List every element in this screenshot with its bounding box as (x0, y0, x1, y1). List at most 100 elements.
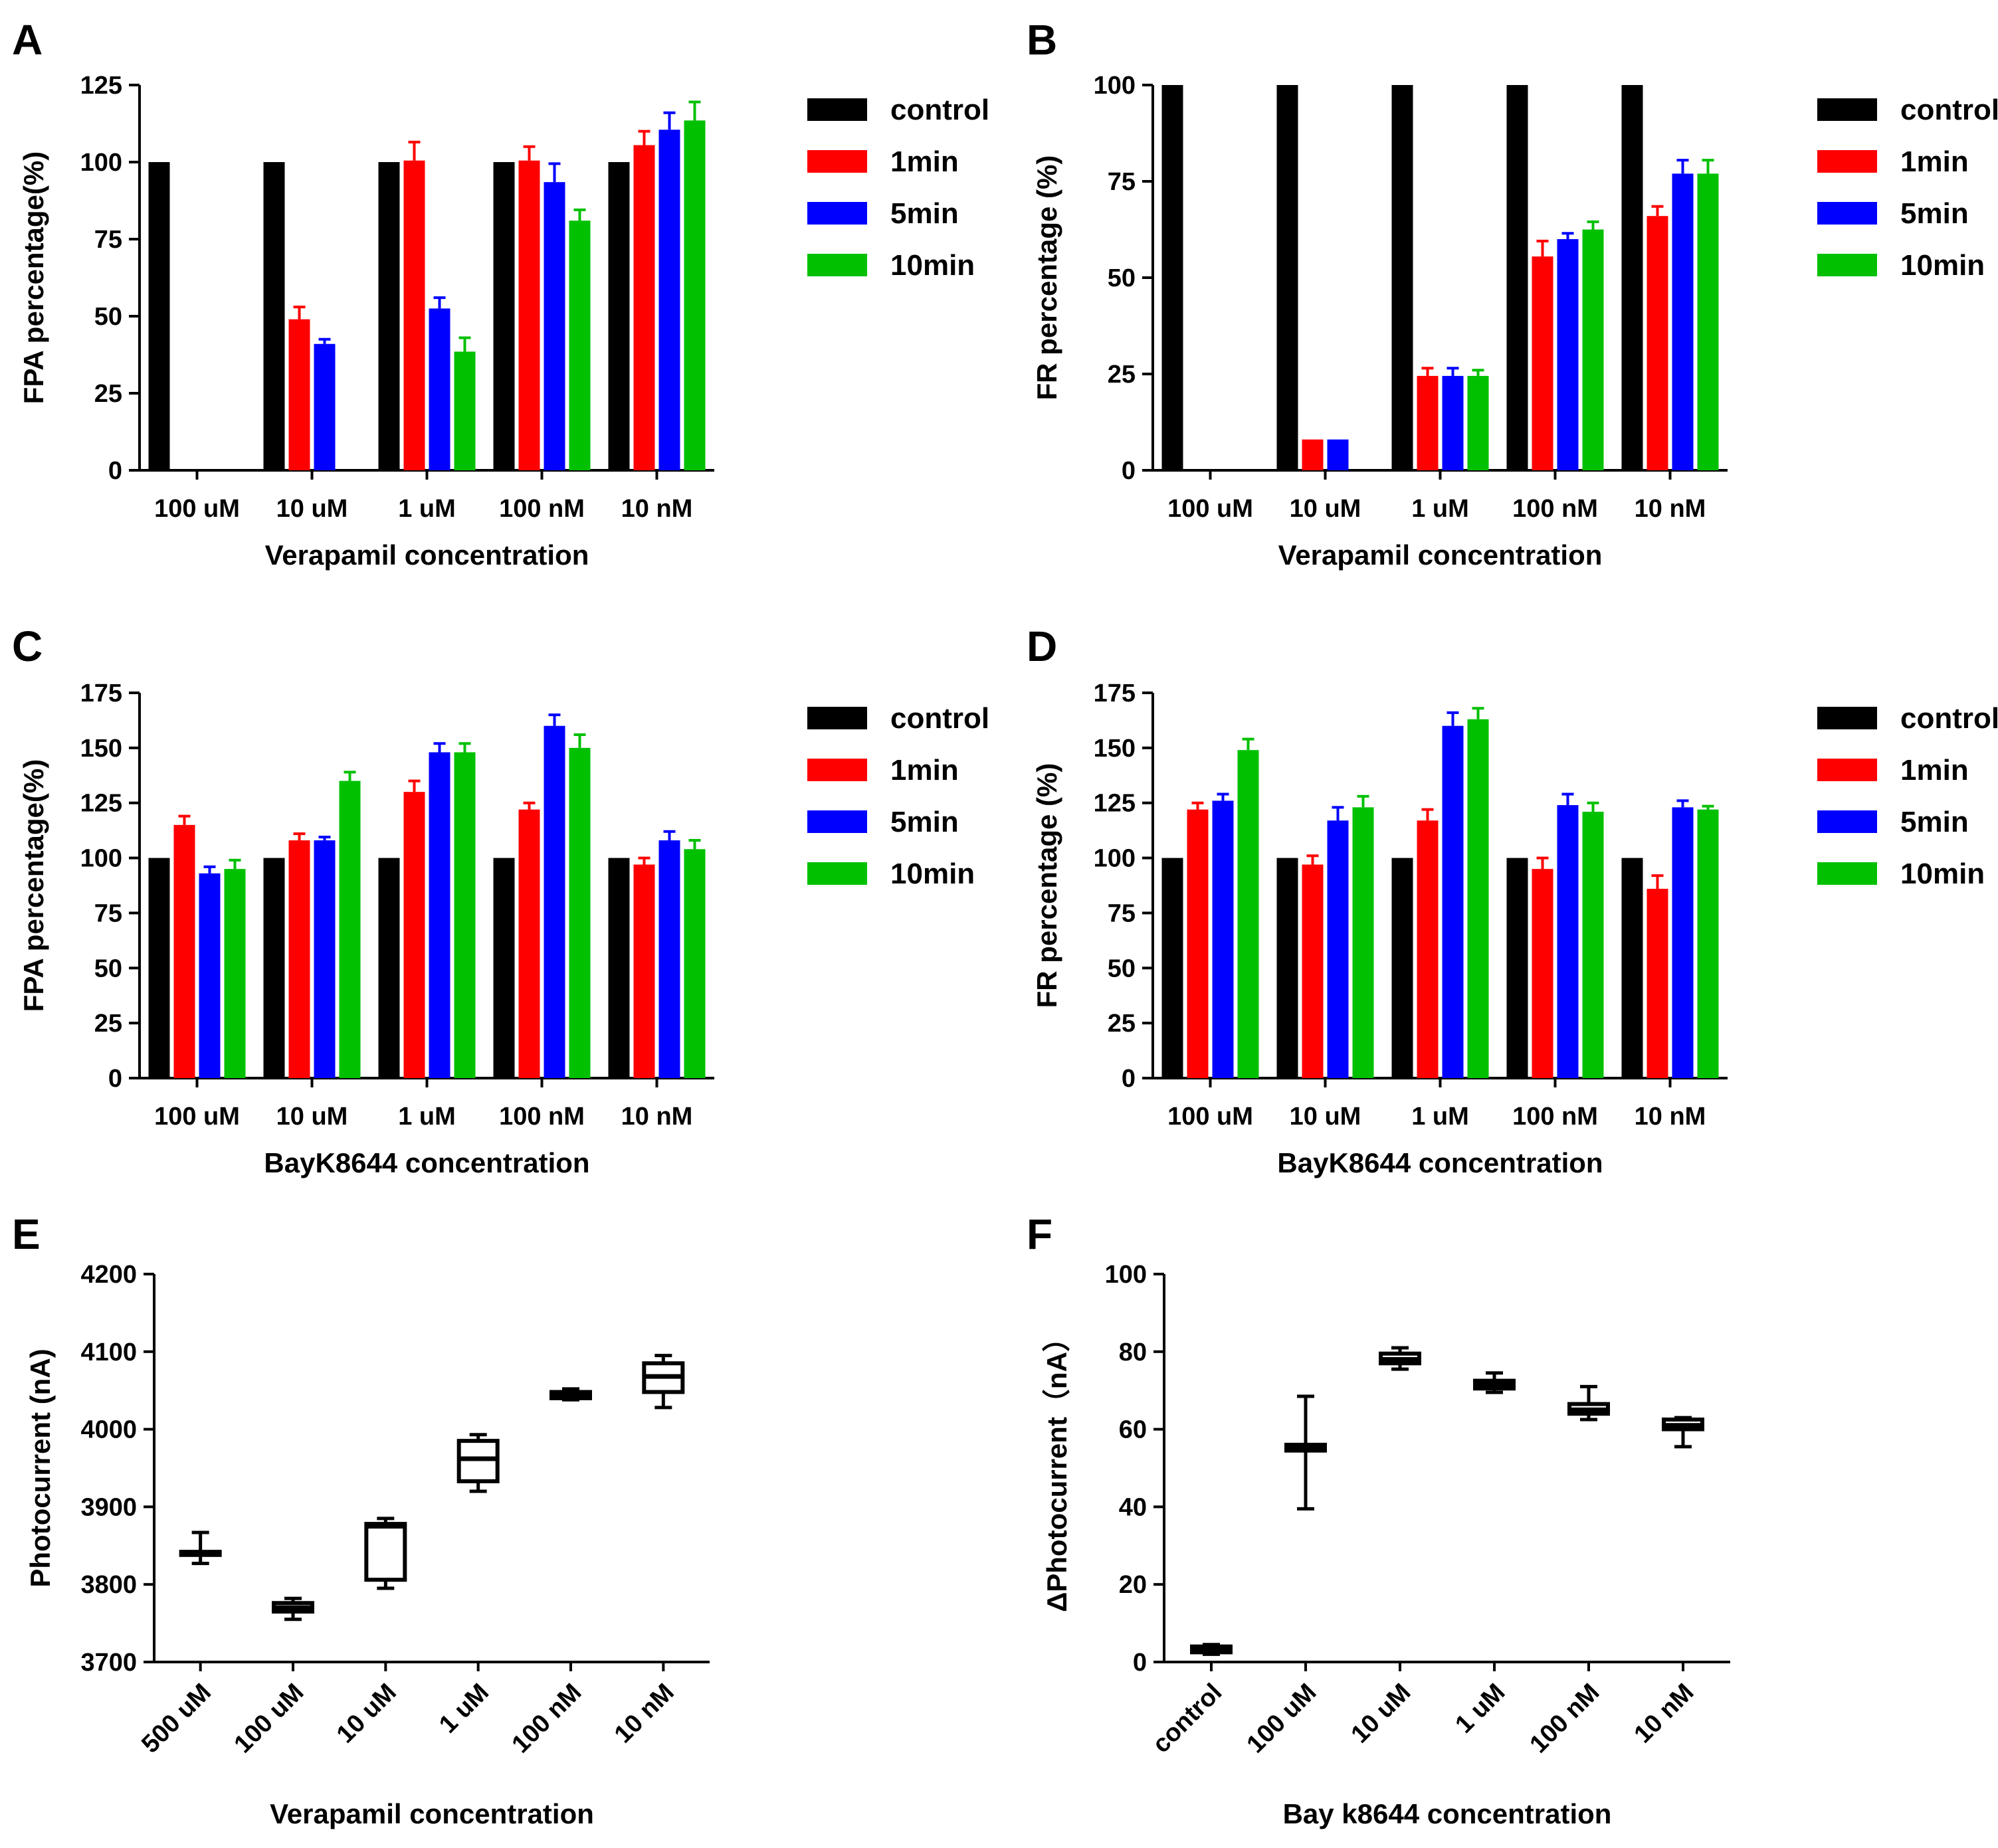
bar-1min-3 (518, 809, 540, 1078)
x-tick-label: 1 uM (398, 1103, 456, 1131)
bar-1min-0 (173, 824, 195, 1078)
bar-control-4 (608, 162, 630, 470)
legend-swatch-5min (807, 202, 867, 225)
legend-swatch-control (1817, 707, 1877, 729)
box-2 (364, 1522, 407, 1582)
y-tick-label: 75 (94, 899, 122, 927)
legend-swatch-1min (1817, 150, 1877, 173)
bar-control-1 (263, 858, 285, 1078)
bar-5min-4 (1672, 173, 1694, 470)
legend-swatch-control (807, 98, 867, 121)
legend-label-1min: 1min (1900, 754, 1969, 786)
y-tick-label: 25 (94, 380, 122, 408)
panel-c: C 0 25 50 75 100 125 150 175 FPA percentage(%) Bay… (12, 622, 989, 1178)
bar-5min-0 (1212, 800, 1234, 1078)
bar-1min-4 (1647, 888, 1668, 1078)
x-tick-label: 100 uM (1242, 1679, 1322, 1759)
bar-10min-4 (684, 120, 706, 471)
x-axis-title: Verapamil concentration (270, 1798, 594, 1829)
legend-label-control: control (1900, 94, 1998, 126)
x-tick-label: 10 nM (1629, 1679, 1700, 1749)
x-tick-label: 10 uM (1290, 1103, 1361, 1131)
bar-1min-2 (1417, 375, 1439, 470)
y-tick-label: 175 (1094, 680, 1136, 707)
bar-5min-2 (1442, 725, 1464, 1078)
x-axis-title: Bay k8644 concentration (1283, 1798, 1612, 1829)
legend-label-control: control (890, 94, 989, 126)
bar-1min-2 (403, 160, 425, 470)
y-tick-label: 25 (1108, 361, 1136, 389)
y-tick-label: 0 (108, 457, 122, 485)
legend-label-5min: 5min (890, 197, 959, 230)
panel-letter: B (1027, 16, 1057, 64)
box-3 (456, 1439, 500, 1483)
y-tick-label: 3800 (80, 1571, 137, 1599)
y-tick-label: 50 (94, 955, 122, 982)
legend-swatch-1min (807, 759, 867, 781)
bar-1min-1 (1302, 439, 1324, 470)
x-tick-label: 10 uM (332, 1679, 402, 1749)
bar-1min-3 (1532, 256, 1553, 470)
legend-swatch-control (1817, 98, 1877, 121)
bar-5min-0 (199, 873, 221, 1078)
legend-label-10min: 10min (1900, 858, 1985, 890)
bar-control-3 (1506, 85, 1528, 470)
bar-10min-3 (1582, 229, 1604, 470)
x-tick-label: 100 uM (1167, 495, 1253, 523)
x-tick-label: 10 nM (1635, 1103, 1706, 1131)
bar-10min-4 (1697, 173, 1719, 470)
bar-1min-4 (1647, 216, 1668, 470)
bar-1min-4 (633, 145, 655, 471)
bar-5min-3 (1557, 239, 1579, 470)
y-tick-label: 3900 (80, 1493, 137, 1521)
y-tick-label: 4100 (80, 1339, 137, 1366)
bar-10min-3 (1582, 811, 1604, 1078)
panel-a: A 0 25 50 75 100 125 FPA percentage(%) Verapamil… (12, 16, 989, 571)
y-tick-label: 25 (1108, 1010, 1136, 1038)
x-tick-label: 10 uM (276, 495, 348, 523)
bar-control-3 (1506, 858, 1528, 1078)
bar-5min-3 (1557, 805, 1579, 1078)
y-tick-label: 100 (80, 149, 122, 177)
bar-5min-2 (429, 752, 450, 1078)
x-tick-label: 10 nM (1635, 495, 1706, 523)
y-tick-label: 100 (1094, 72, 1136, 100)
y-tick-label: 125 (1094, 790, 1136, 818)
y-tick-label: 100 (1105, 1261, 1147, 1289)
legend-label-5min: 5min (890, 806, 959, 838)
x-tick-label: 100 uM (154, 1103, 240, 1131)
panel-f: F 0 20 40 60 80 100 ΔPhotocurrent（nA） Bay k8644 … (1027, 1210, 1730, 1829)
y-tick-label: 100 (80, 845, 122, 873)
legend-swatch-5min (807, 810, 867, 833)
legend-swatch-10min (807, 862, 867, 885)
bar-control-4 (1621, 85, 1643, 470)
legend-swatch-control (807, 707, 867, 729)
y-tick-label: 0 (108, 1065, 122, 1093)
bar-1min-1 (288, 319, 310, 470)
bar-1min-1 (288, 840, 310, 1078)
bar-1min-2 (403, 792, 425, 1078)
bar-5min-3 (544, 725, 565, 1078)
y-tick-label: 25 (94, 1010, 122, 1038)
legend-swatch-10min (1817, 254, 1877, 276)
y-axis-title: FR percentage (%) (1031, 155, 1062, 401)
y-tick-label: 0 (1122, 1065, 1136, 1093)
y-tick-label: 175 (80, 680, 122, 707)
bar-1min-4 (633, 864, 655, 1078)
y-tick-label: 150 (1094, 735, 1136, 763)
legend-label-control: control (1900, 702, 1998, 735)
x-tick-label: 100 nM (1525, 1679, 1605, 1759)
x-tick-label: 1 uM (1411, 1103, 1469, 1131)
bar-10min-4 (1697, 809, 1719, 1078)
bar-control-3 (493, 858, 515, 1078)
bar-control-0 (148, 162, 170, 470)
bar-10min-4 (684, 849, 706, 1078)
bar-5min-3 (544, 182, 565, 470)
bar-control-1 (263, 162, 285, 470)
y-tick-label: 4200 (80, 1261, 137, 1289)
bar-1min-3 (1532, 869, 1553, 1078)
bar-control-2 (378, 162, 400, 470)
x-tick-label: 10 uM (276, 1103, 348, 1131)
bar-control-0 (148, 858, 170, 1078)
bar-control-1 (1276, 858, 1298, 1078)
